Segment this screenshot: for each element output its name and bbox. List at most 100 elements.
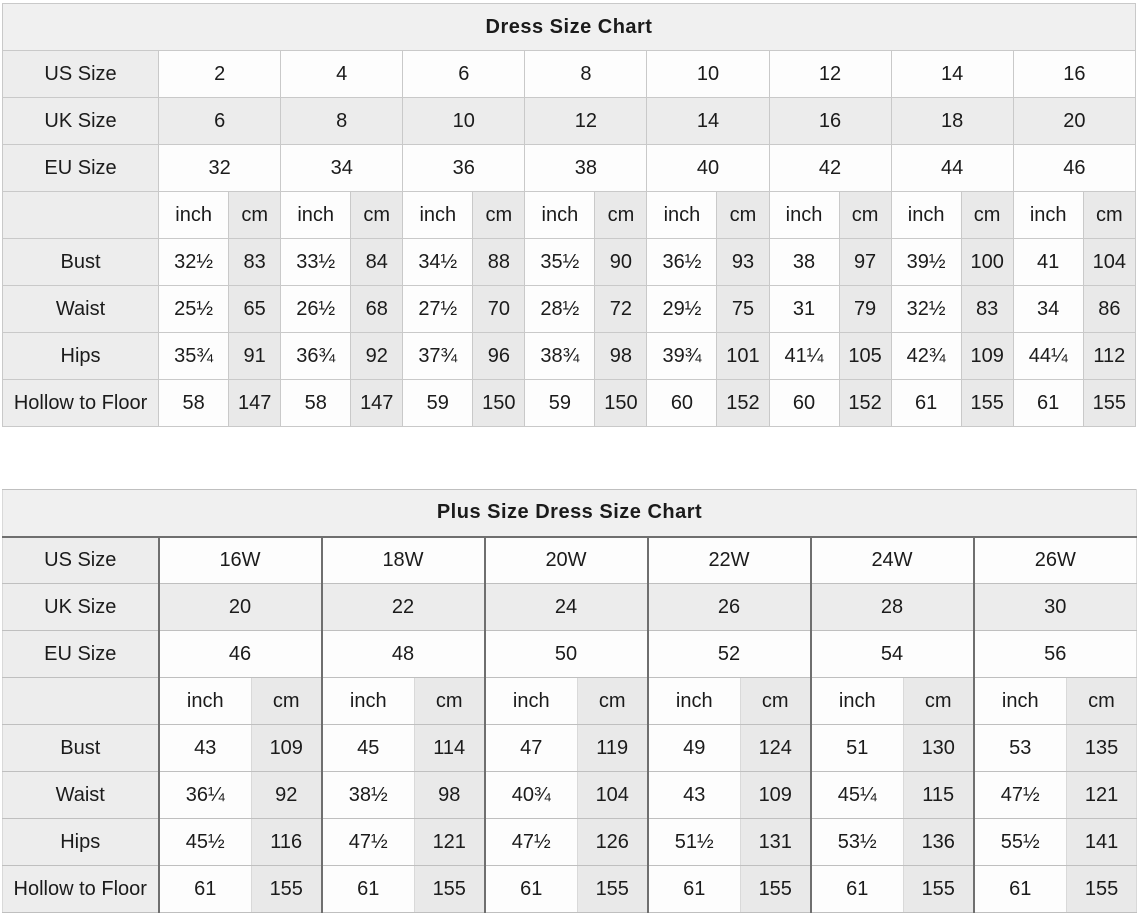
measure-row: Bust 32½ 83 33½ 84 34½ 88 35½ 90 36½ 93 38 97 39½ 100 4… (1, 238, 1137, 286)
measure-inch-cell: 39½ (890, 238, 962, 286)
measure-cm-cell: 90 (594, 238, 648, 286)
measure-cm-cell: 155 (1065, 865, 1138, 913)
unit-cm-cell: cm (577, 677, 648, 725)
measure-cm-cell: 136 (903, 818, 974, 866)
measure-cm-cell: 152 (716, 379, 770, 427)
measure-cm-cell: 104 (1082, 238, 1137, 286)
measure-inch-cell: 45 (320, 724, 415, 772)
measure-cm-cell: 116 (251, 818, 322, 866)
size-value-cell: 38 (524, 144, 648, 192)
row-label-cell: Bust (2, 724, 160, 772)
measure-inch-cell: 32½ (890, 285, 962, 333)
measure-inch-cell: 39¾ (646, 332, 718, 380)
row-label-cell: Waist (2, 771, 160, 819)
size-value-cell: 12 (524, 97, 648, 145)
measure-cm-cell: 83 (960, 285, 1014, 333)
chart-title-row: Dress Size Chart (2, 3, 1136, 51)
measure-row: Hips 35¾ 91 36¾ 92 37¾ 96 38¾ 98 39¾ 101 41¼ 105 42¾ 1… (1, 332, 1137, 380)
measure-cm-cell: 105 (838, 332, 892, 380)
measure-cm-cell: 83 (228, 238, 282, 286)
size-value-cell: 52 (646, 630, 811, 678)
measure-inch-cell: 60 (646, 379, 718, 427)
size-value-cell: 32 (158, 144, 282, 192)
row-label-cell: US Size (2, 536, 160, 584)
measure-cm-cell: 112 (1082, 332, 1137, 380)
measure-inch-cell: 58 (280, 379, 352, 427)
measure-cm-cell: 155 (414, 865, 485, 913)
size-value-cell: 16 (768, 97, 892, 145)
measure-cm-cell: 115 (903, 771, 974, 819)
measure-inch-cell: 45½ (157, 818, 252, 866)
size-value-cell: 46 (157, 630, 322, 678)
measure-inch-cell: 53 (972, 724, 1067, 772)
measure-cm-cell: 109 (740, 771, 811, 819)
size-value-cell: 36 (402, 144, 526, 192)
measure-inch-cell: 47½ (320, 818, 415, 866)
measure-cm-cell: 155 (1082, 379, 1137, 427)
measure-inch-cell: 28½ (524, 285, 596, 333)
measure-inch-cell: 34 (1012, 285, 1084, 333)
size-value-cell: 24W (809, 536, 974, 584)
size-value-cell: 24 (483, 583, 648, 631)
measure-cm-cell: 155 (740, 865, 811, 913)
measure-cm-cell: 93 (716, 238, 770, 286)
row-label-cell: EU Size (2, 630, 160, 678)
row-label-cell: EU Size (1, 144, 160, 192)
measure-inch-cell: 29½ (646, 285, 718, 333)
measure-cm-cell: 92 (350, 332, 404, 380)
unit-cm-cell: cm (1065, 677, 1138, 725)
measure-cm-cell: 98 (594, 332, 648, 380)
measure-inch-cell: 47½ (972, 771, 1067, 819)
size-value-cell: 20W (483, 536, 648, 584)
size-value-cell: 18 (890, 97, 1014, 145)
measure-inch-cell: 61 (646, 865, 741, 913)
size-row: US Size 16W 18W 20W 22W 24W 26W (2, 536, 1138, 584)
measure-inch-cell: 49 (646, 724, 741, 772)
measure-cm-cell: 98 (414, 771, 485, 819)
row-label-cell: Hollow to Floor (2, 865, 160, 913)
unit-cm-cell: cm (594, 191, 648, 239)
size-value-cell: 10 (646, 50, 770, 98)
measure-inch-cell: 55½ (972, 818, 1067, 866)
measure-inch-cell: 44¼ (1012, 332, 1084, 380)
measure-cm-cell: 68 (350, 285, 404, 333)
plus-size-chart-table: Plus Size Dress Size Chart US Size 16W 18W… (1, 489, 1138, 913)
measure-cm-cell: 155 (577, 865, 648, 913)
size-value-cell: 28 (809, 583, 974, 631)
measure-inch-cell: 36½ (646, 238, 718, 286)
measure-cm-cell: 155 (903, 865, 974, 913)
measure-row: Bust 43 109 45 114 47 119 49 124 51 130 53 135 (2, 724, 1138, 772)
size-value-cell: 40 (646, 144, 770, 192)
size-value-cell: 22W (646, 536, 811, 584)
measure-row: Hips 45½ 116 47½ 121 47½ 126 51½ 131 53½ 136 55½ 141 (2, 818, 1138, 866)
unit-inch-cell: inch (890, 191, 962, 239)
measure-inch-cell: 43 (646, 771, 741, 819)
measure-inch-cell: 35¾ (158, 332, 230, 380)
size-row: US Size 2 4 6 8 10 12 14 16 (1, 50, 1137, 98)
unit-cm-cell: cm (472, 191, 526, 239)
size-value-cell: 30 (972, 583, 1138, 631)
size-value-cell: 18W (320, 536, 485, 584)
measure-cm-cell: 131 (740, 818, 811, 866)
unit-inch-cell: inch (280, 191, 352, 239)
plus-size-chart-title: Plus Size Dress Size Chart (1, 489, 1138, 538)
measure-cm-cell: 84 (350, 238, 404, 286)
measure-cm-cell: 97 (838, 238, 892, 286)
measure-inch-cell: 53½ (809, 818, 904, 866)
unit-cm-cell: cm (960, 191, 1014, 239)
measure-cm-cell: 101 (716, 332, 770, 380)
unit-cm-cell: cm (740, 677, 811, 725)
size-value-cell: 48 (320, 630, 485, 678)
measure-inch-cell: 40¾ (483, 771, 578, 819)
size-row: UK Size 20 22 24 26 28 30 (2, 583, 1138, 631)
size-value-cell: 14 (890, 50, 1014, 98)
measure-inch-cell: 51½ (646, 818, 741, 866)
measure-inch-cell: 51 (809, 724, 904, 772)
measure-inch-cell: 36¾ (280, 332, 352, 380)
measure-cm-cell: 150 (594, 379, 648, 427)
measure-cm-cell: 91 (228, 332, 282, 380)
measure-inch-cell: 60 (768, 379, 840, 427)
row-label-cell: UK Size (1, 97, 160, 145)
unit-header-row: inch cm inch cm inch cm inch cm inch cm inch cm inch… (1, 191, 1137, 239)
unit-inch-cell: inch (158, 191, 230, 239)
